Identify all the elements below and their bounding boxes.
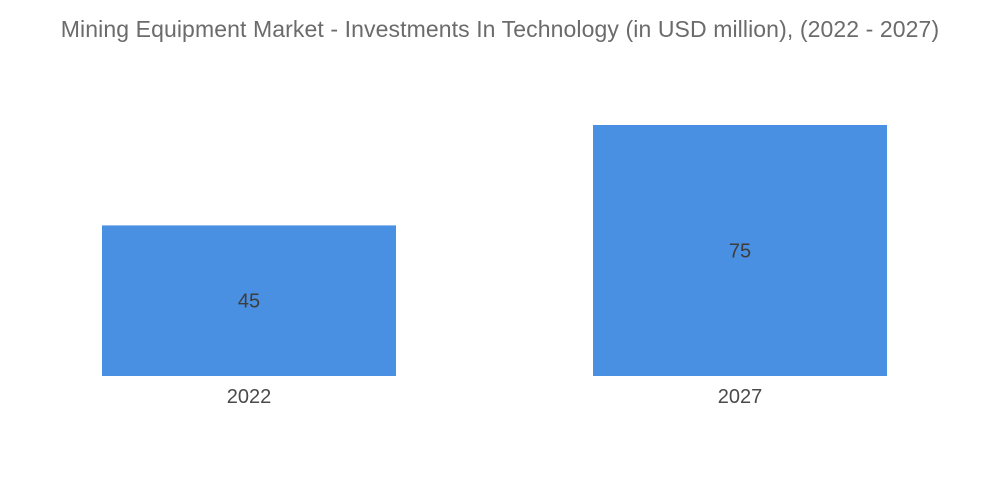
x-axis-ticks: 2022 2027 [227, 386, 763, 408]
data-label-2022: 45 [238, 291, 260, 313]
labels-layer: 45 75 [238, 241, 751, 313]
chart-title: Mining Equipment Market - Investments In… [60, 16, 940, 42]
data-label-2027: 75 [729, 241, 751, 263]
bar-2027 [593, 125, 887, 376]
bars-layer [102, 125, 887, 376]
x-tick-label-2027: 2027 [718, 386, 763, 408]
x-tick-label-2022: 2022 [227, 386, 272, 408]
bar-2022 [102, 225, 396, 376]
